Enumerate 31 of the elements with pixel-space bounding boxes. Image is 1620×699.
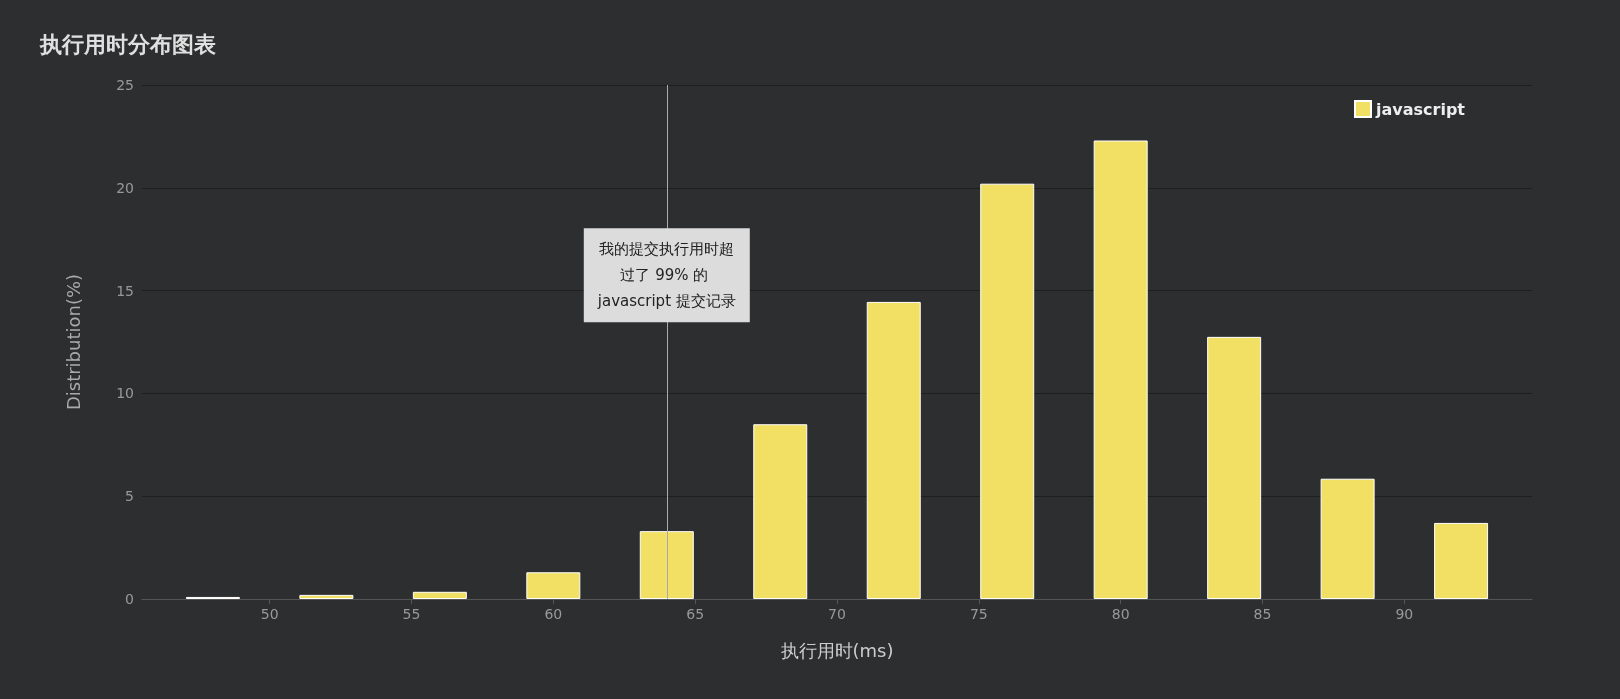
bar: [526, 572, 581, 599]
bar: [1320, 478, 1375, 599]
bar: [1207, 336, 1262, 599]
bar: [866, 301, 921, 599]
x-tick-label: 85: [1253, 606, 1272, 622]
y-tick-label: 5: [125, 488, 134, 505]
y-tick-label: 10: [116, 385, 134, 402]
x-tick-label: 90: [1395, 606, 1414, 622]
bar: [639, 531, 694, 599]
x-tick-label: 50: [260, 606, 279, 622]
y-tick-label: 0: [125, 591, 134, 607]
x-tick-label: 55: [402, 606, 421, 622]
bar: [980, 183, 1035, 599]
bar: [753, 424, 808, 599]
x-tick-label: 65: [686, 606, 705, 622]
bar: [1434, 522, 1489, 599]
x-tick-label: 70: [828, 606, 846, 622]
x-tick-label: 75: [969, 606, 988, 622]
y-tick-label: 25: [116, 77, 134, 93]
y-axis-title: Distribution(%): [62, 273, 84, 411]
x-tick-label: 80: [1111, 606, 1130, 622]
bar: [412, 591, 467, 599]
x-axis-title: 执行用时(ms): [780, 639, 894, 661]
legend-label: javascript: [1375, 99, 1466, 119]
x-tick-label: 60: [544, 606, 563, 622]
y-tick-label: 15: [116, 282, 134, 299]
bar: [1093, 140, 1148, 599]
ref-line-label: 我的提交执行用时超过了 99% 的 javascript 提交记录: [596, 240, 736, 311]
y-tick-label: 20: [116, 179, 134, 196]
chart-title: 执行用时分布图表: [39, 31, 216, 57]
bar: [299, 594, 354, 599]
